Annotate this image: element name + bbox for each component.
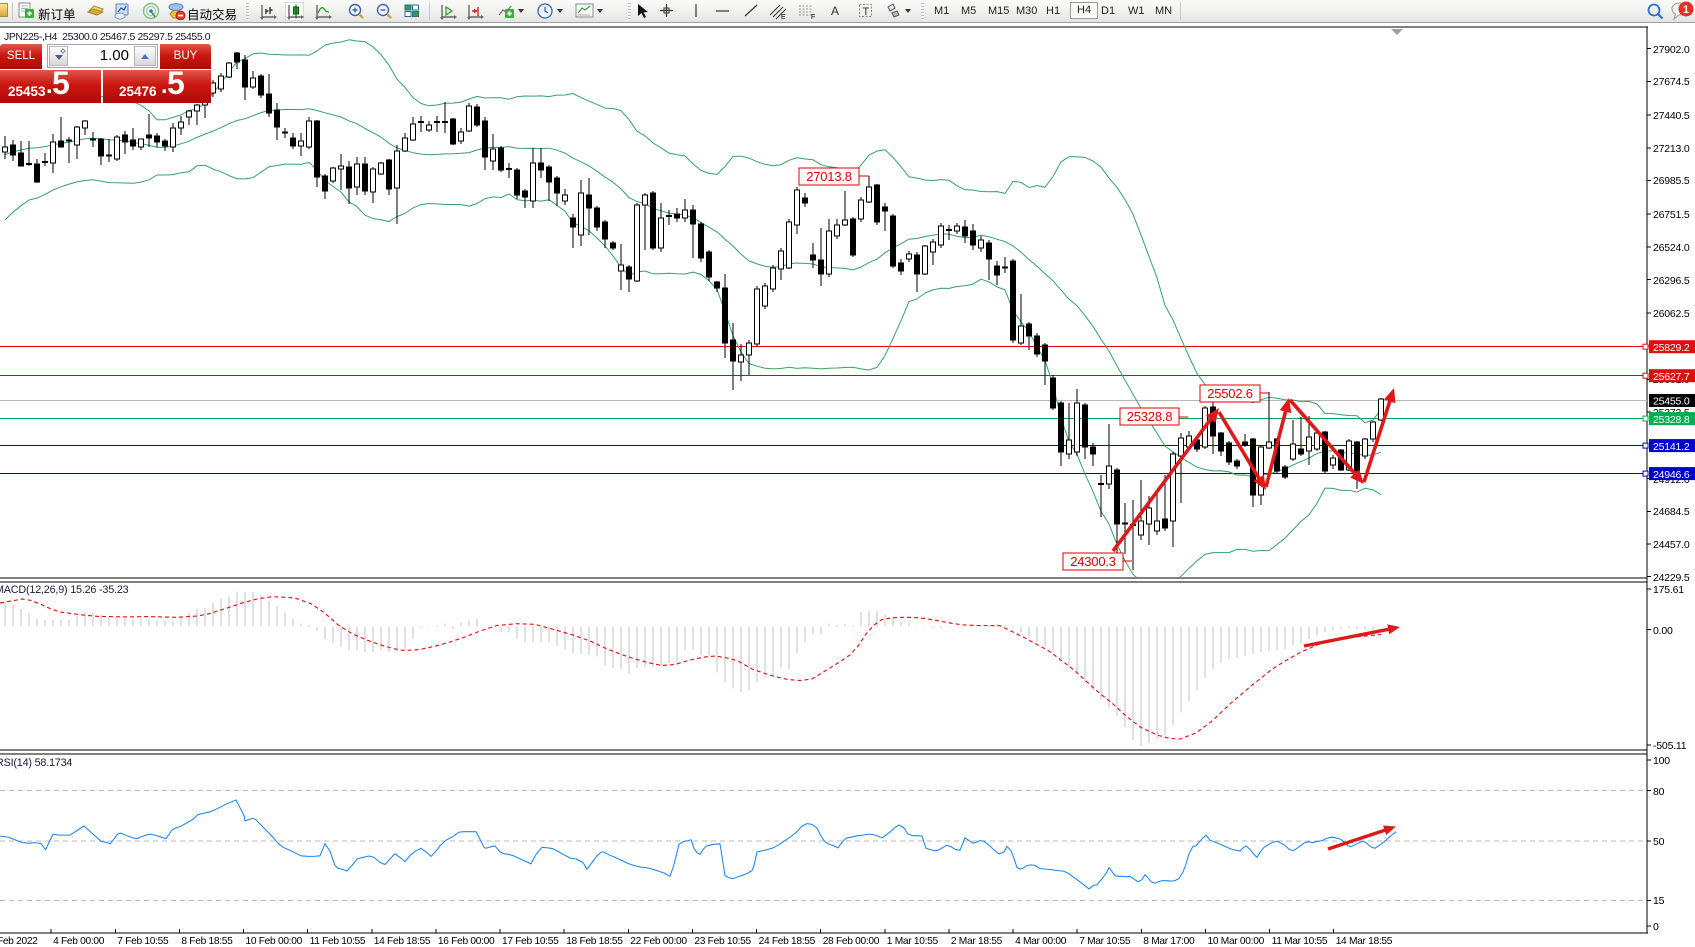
svg-text:25627.7: 25627.7 xyxy=(1653,371,1690,383)
svg-text:25328.8: 25328.8 xyxy=(1653,414,1690,426)
svg-text:100: 100 xyxy=(1653,755,1670,767)
svg-text:24946.6: 24946.6 xyxy=(1653,469,1690,481)
svg-text:7 Mar 10:55: 7 Mar 10:55 xyxy=(1079,936,1131,947)
svg-text:80: 80 xyxy=(1653,786,1665,798)
svg-text:14 Feb 18:55: 14 Feb 18:55 xyxy=(374,936,431,947)
svg-text:10 Feb 00:00: 10 Feb 00:00 xyxy=(246,936,303,947)
svg-text:4 Feb 00:00: 4 Feb 00:00 xyxy=(53,936,105,947)
svg-text:27013.8: 27013.8 xyxy=(806,169,852,184)
svg-text:23 Feb 10:55: 23 Feb 10:55 xyxy=(694,936,751,947)
svg-text:2 Mar 18:55: 2 Mar 18:55 xyxy=(951,936,1003,947)
svg-text:25455.0: 25455.0 xyxy=(1653,396,1690,408)
svg-text:27902.0: 27902.0 xyxy=(1653,44,1690,56)
svg-text:25502.6: 25502.6 xyxy=(1207,386,1253,401)
svg-text:4 Mar 00:00: 4 Mar 00:00 xyxy=(1015,936,1067,947)
svg-text:25141.2: 25141.2 xyxy=(1653,441,1690,453)
svg-text:24229.5: 24229.5 xyxy=(1653,572,1690,584)
svg-text:26524.0: 26524.0 xyxy=(1653,242,1690,254)
svg-text:16 Feb 00:00: 16 Feb 00:00 xyxy=(438,936,495,947)
svg-text:7 Feb 10:55: 7 Feb 10:55 xyxy=(117,936,169,947)
svg-text:0: 0 xyxy=(1653,921,1659,933)
svg-text:10 Mar 00:00: 10 Mar 00:00 xyxy=(1208,936,1265,947)
svg-text:F: F xyxy=(811,14,815,21)
svg-text:11 Feb 10:55: 11 Feb 10:55 xyxy=(310,936,366,947)
svg-text:25328.8: 25328.8 xyxy=(1127,409,1173,424)
svg-text:26751.5: 26751.5 xyxy=(1653,209,1690,221)
svg-text:0.00: 0.00 xyxy=(1653,625,1673,637)
svg-text:24684.5: 24684.5 xyxy=(1653,506,1690,518)
svg-text:25829.2: 25829.2 xyxy=(1653,342,1690,354)
svg-text:24457.0: 24457.0 xyxy=(1653,539,1690,551)
svg-text:24300.3: 24300.3 xyxy=(1070,554,1116,569)
svg-text:26062.5: 26062.5 xyxy=(1653,308,1690,320)
svg-text:28 Feb 00:00: 28 Feb 00:00 xyxy=(823,936,880,947)
svg-text:14 Mar 18:55: 14 Mar 18:55 xyxy=(1336,936,1393,947)
svg-text:-505.11: -505.11 xyxy=(1653,740,1687,752)
svg-text:27440.5: 27440.5 xyxy=(1653,110,1690,122)
svg-text:22 Feb 00:00: 22 Feb 00:00 xyxy=(630,936,687,947)
svg-text:11 Mar 10:55: 11 Mar 10:55 xyxy=(1272,936,1328,947)
svg-text:8 Mar 17:00: 8 Mar 17:00 xyxy=(1143,936,1195,947)
svg-text:1: 1 xyxy=(1683,4,1689,16)
svg-text:MACD(12,26,9) 15.26 -35.23: MACD(12,26,9) 15.26 -35.23 xyxy=(0,584,129,596)
svg-text:RSI(14) 58.1734: RSI(14) 58.1734 xyxy=(0,757,72,769)
svg-text:1 Mar 10:55: 1 Mar 10:55 xyxy=(887,936,939,947)
svg-text:17 Feb 10:55: 17 Feb 10:55 xyxy=(502,936,559,947)
svg-text:26296.5: 26296.5 xyxy=(1653,275,1690,287)
svg-text:27213.0: 27213.0 xyxy=(1653,143,1690,155)
svg-text:26985.5: 26985.5 xyxy=(1653,175,1690,187)
svg-text:175.61: 175.61 xyxy=(1653,584,1684,596)
svg-text:15: 15 xyxy=(1653,895,1665,907)
svg-text:27674.5: 27674.5 xyxy=(1653,76,1690,88)
svg-text:3 Feb 2022: 3 Feb 2022 xyxy=(0,936,38,947)
svg-text:24 Feb 18:55: 24 Feb 18:55 xyxy=(759,936,816,947)
svg-text:T: T xyxy=(863,6,870,18)
svg-text:8 Feb 18:55: 8 Feb 18:55 xyxy=(181,936,233,947)
svg-text:50: 50 xyxy=(1653,836,1665,848)
svg-text:18 Feb 18:55: 18 Feb 18:55 xyxy=(566,936,623,947)
svg-text:E: E xyxy=(781,14,786,21)
